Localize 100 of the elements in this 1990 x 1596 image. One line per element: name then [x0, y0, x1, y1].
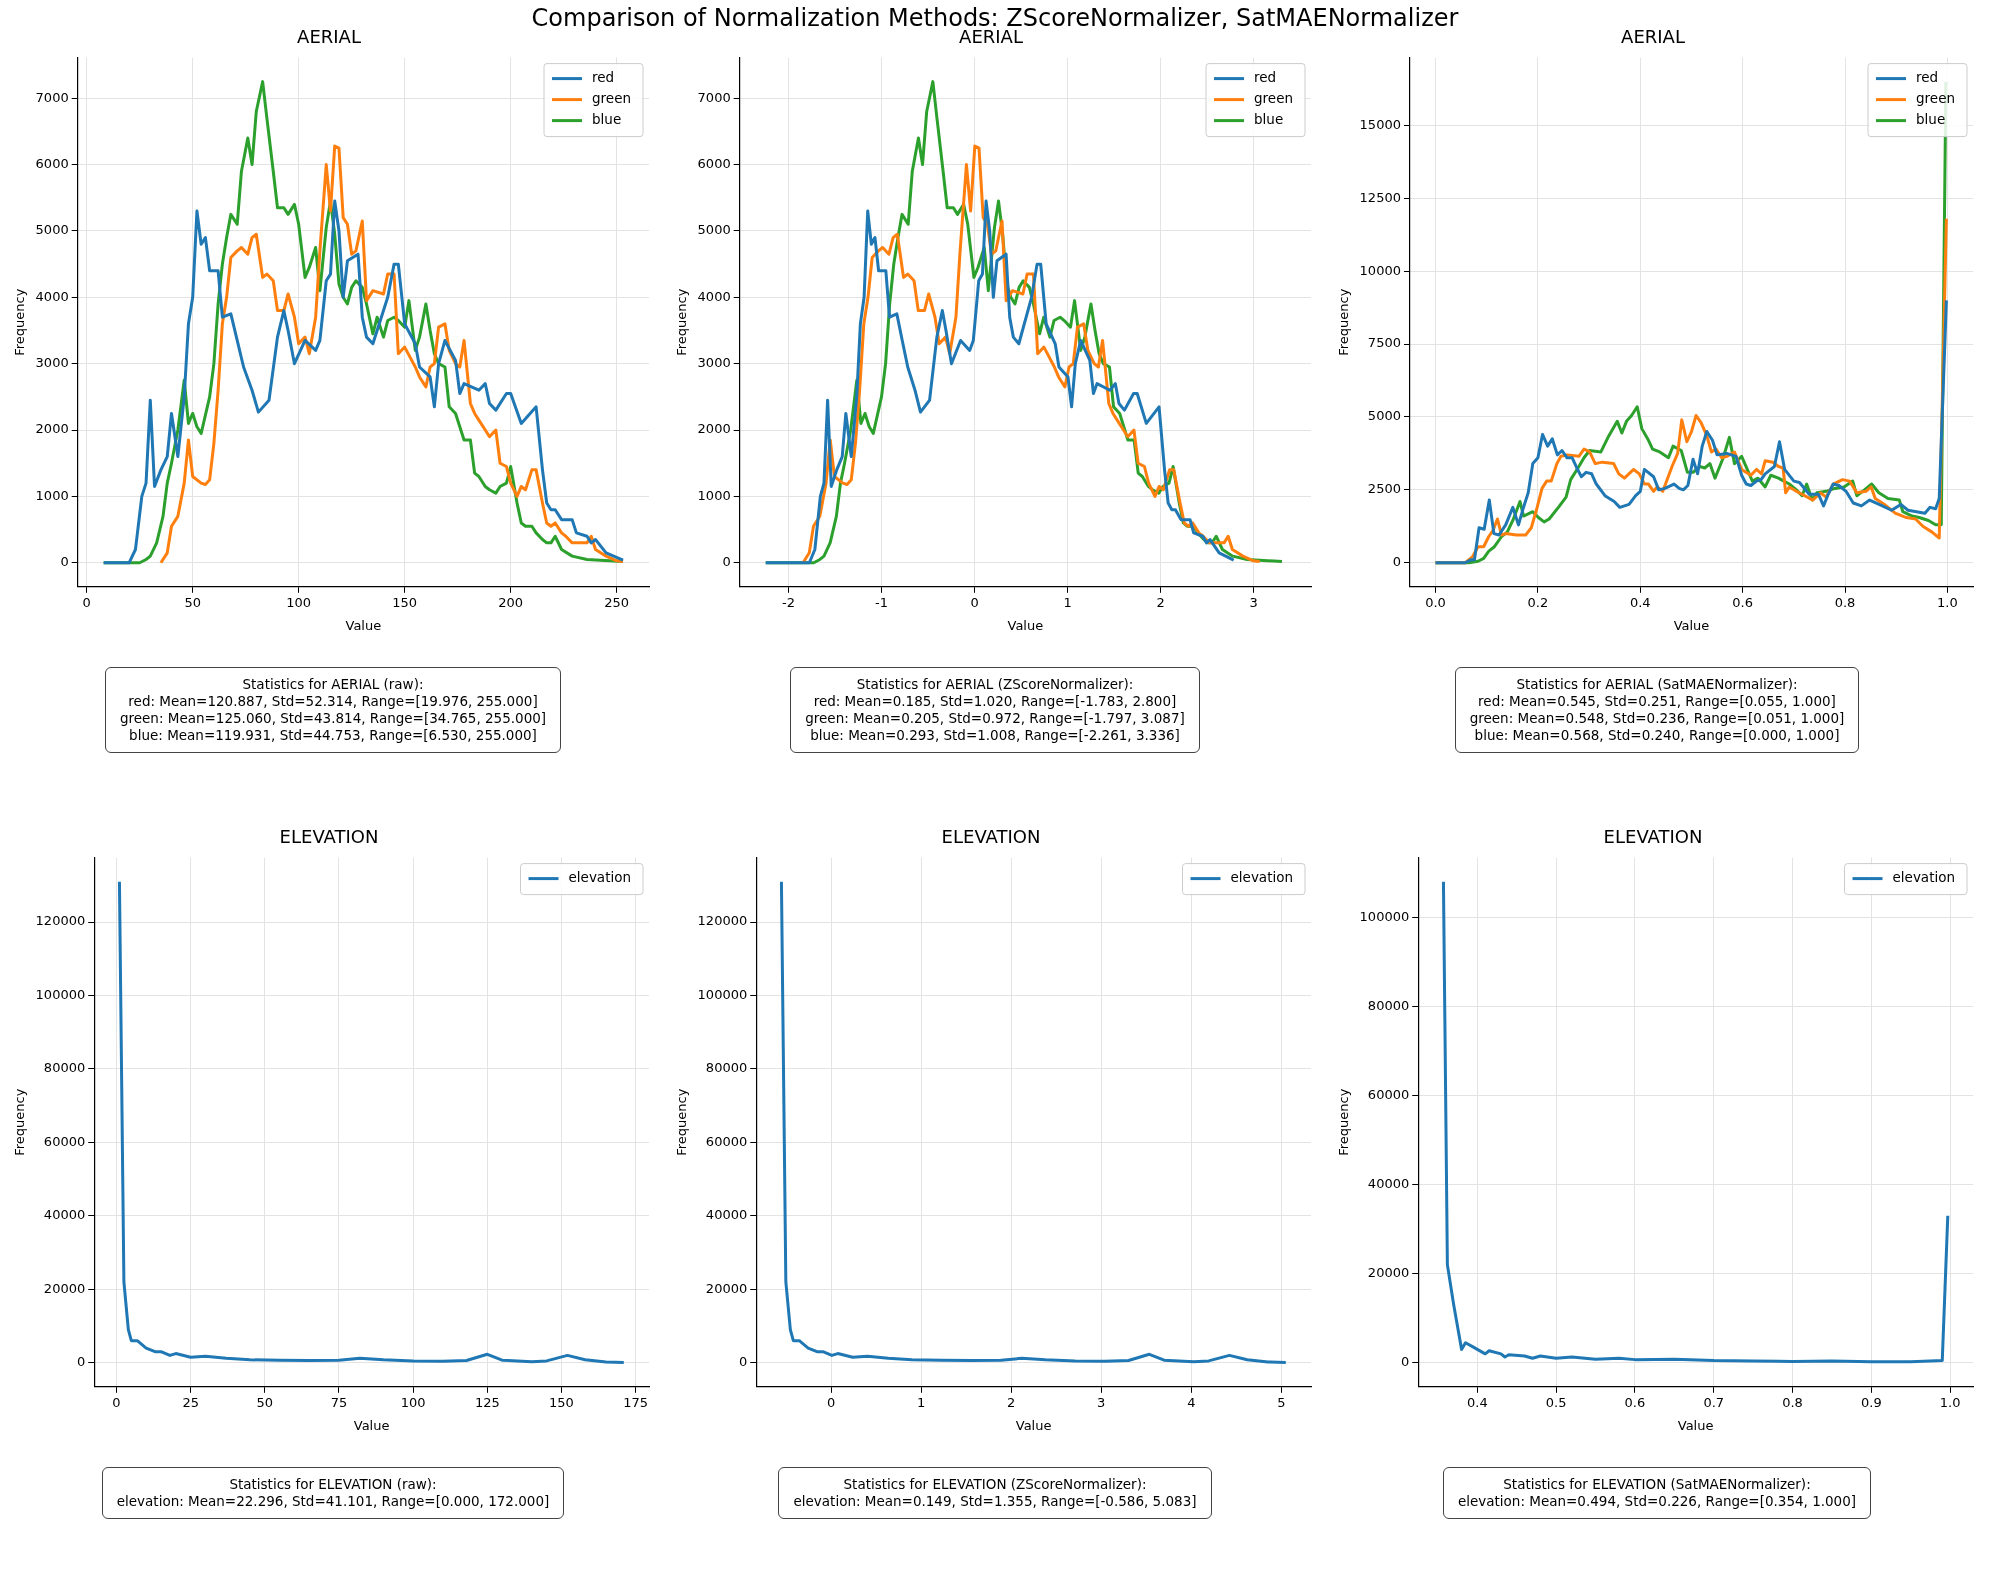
y-tick-label: 5000: [35, 222, 69, 238]
legend-label: green: [1916, 90, 1956, 107]
x-tick-label: 50: [256, 1394, 274, 1410]
x-tick-label: 50: [184, 594, 201, 610]
text: Statistics for ELEVATION (raw): elevation: Mean=22.296, Std=41.101, Range=[0.000, 172.000]: [101, 1467, 565, 1519]
y-axis-title: Frequency: [12, 288, 28, 356]
y-tick-label: 0: [738, 1354, 748, 1370]
y-tick-label: 80000: [1367, 997, 1410, 1013]
text: Statistics for ELEVATION (SatMAENormalizer): elevation: Mean=0.494, Std=0.226, Range=[0.354, 1.000]: [1442, 1467, 1872, 1519]
x-tick-label: 1.0: [1939, 1394, 1961, 1410]
y-tick-label: 6000: [697, 155, 731, 171]
x-axis-title: Value: [1677, 1417, 1714, 1433]
legend-label: elevation: [1230, 869, 1293, 886]
x-tick-label: 0.6: [1732, 594, 1754, 610]
y-tick-label: 5000: [697, 222, 731, 238]
x-tick-label: 125: [474, 1394, 500, 1410]
x-axis-title: Value: [1007, 617, 1044, 633]
legend-label: red: [1916, 69, 1939, 86]
x-tick-label: 1: [917, 1394, 926, 1410]
y-tick-label: 2000: [697, 421, 731, 437]
x-tick-label: 0.4: [1466, 1394, 1488, 1410]
y-tick-label: 80000: [705, 1060, 748, 1076]
y-tick-label: 40000: [1367, 1175, 1410, 1191]
legend-label: blue: [1254, 111, 1284, 128]
y-axis-title: Frequency: [674, 288, 690, 356]
y-axis-title: Frequency: [674, 1088, 690, 1156]
y-tick-label: 1000: [697, 487, 731, 503]
x-tick-label: 3: [1249, 594, 1258, 610]
y-tick-label: 20000: [705, 1280, 748, 1296]
y-tick-label: 20000: [43, 1280, 86, 1296]
x-tick-label: 0.9: [1861, 1394, 1882, 1410]
x-tick-label: 75: [330, 1394, 348, 1410]
legend-label: green: [1254, 90, 1294, 107]
x-axis-title: Value: [1015, 1417, 1052, 1433]
x-tick-label: 150: [392, 594, 418, 610]
x-tick-label: 200: [498, 594, 524, 610]
x-tick-label: 0.2: [1527, 594, 1549, 610]
chart-title: AERIAL: [297, 26, 361, 48]
legend-label: green: [592, 90, 632, 107]
y-tick-label: 0: [76, 1354, 86, 1370]
y-tick-label: 1000: [35, 487, 69, 503]
y-tick-label: 2000: [35, 421, 69, 437]
y-tick-label: 120000: [35, 913, 86, 929]
x-tick-label: 0.4: [1629, 594, 1651, 610]
x-tick-label: 4: [1187, 1394, 1196, 1410]
legend-label: red: [592, 69, 615, 86]
x-tick-label: 2: [1007, 1394, 1016, 1410]
y-axis-title: Frequency: [1336, 1088, 1352, 1156]
y-tick-label: 40000: [43, 1207, 86, 1223]
y-tick-label: 0: [1400, 1354, 1410, 1370]
x-tick-label: 175: [623, 1394, 649, 1410]
y-tick-label: 120000: [697, 913, 748, 929]
x-tick-label: 0.5: [1545, 1394, 1567, 1410]
x-tick-label: 0.8: [1834, 594, 1856, 610]
x-axis-title: Value: [353, 1417, 390, 1433]
text: Statistics for ELEVATION (ZScoreNormalizer): elevation: Mean=0.149, Std=1.355, Range=[-0.586, 5.083]: [778, 1467, 1212, 1519]
y-tick-label: 0: [60, 554, 69, 570]
legend-label: red: [1254, 69, 1277, 86]
legend-label: elevation: [1892, 869, 1955, 886]
y-axis-title: Frequency: [1336, 288, 1352, 356]
x-tick-label: -1: [875, 594, 888, 610]
x-tick-label: 100: [286, 594, 312, 610]
legend-label: blue: [592, 111, 622, 128]
y-tick-label: 3000: [697, 355, 731, 371]
y-tick-label: 12500: [1359, 189, 1401, 205]
x-tick-label: 100: [400, 1394, 426, 1410]
y-tick-label: 60000: [705, 1133, 748, 1149]
y-tick-label: 100000: [35, 986, 86, 1002]
y-tick-label: 4000: [35, 288, 69, 304]
y-tick-label: 60000: [43, 1133, 86, 1149]
y-tick-label: 10000: [1359, 262, 1401, 278]
y-tick-label: 15000: [1359, 116, 1401, 132]
y-tick-label: 6000: [35, 155, 69, 171]
y-tick-label: 0: [1392, 554, 1401, 570]
text: Statistics for AERIAL (SatMAENormalizer): red: Mean=0.545, Std=0.251, Range=[0.055, 1.000] green: Mean=0.548, Std=0.236, Range=[0.051, 1.000] blue: Mean=0.568, Std=0.240, Range=[0.000, 1.000]: [1454, 667, 1860, 753]
chart-title: ELEVATION: [1603, 826, 1703, 848]
y-tick-label: 40000: [705, 1207, 748, 1223]
x-tick-label: 0: [112, 1394, 121, 1410]
y-tick-label: 7500: [1367, 335, 1401, 351]
x-tick-label: 250: [604, 594, 630, 610]
legend-label: elevation: [568, 869, 631, 886]
x-tick-label: 0: [970, 594, 979, 610]
y-tick-label: 60000: [1367, 1086, 1410, 1102]
y-tick-label: 20000: [1367, 1265, 1410, 1281]
y-axis-title: Frequency: [12, 1088, 28, 1156]
chart-title: ELEVATION: [941, 826, 1041, 848]
x-tick-label: 0.7: [1703, 1394, 1725, 1410]
chart-title: ELEVATION: [279, 826, 379, 848]
x-tick-label: 150: [549, 1394, 574, 1410]
chart-title: AERIAL: [1621, 26, 1685, 48]
x-tick-label: 25: [182, 1394, 199, 1410]
y-tick-label: 4000: [697, 288, 731, 304]
x-tick-label: 5: [1277, 1394, 1286, 1410]
y-tick-label: 80000: [43, 1060, 86, 1076]
text: Statistics for AERIAL (ZScoreNormalizer): red: Mean=0.185, Std=1.020, Range=[-1.783, 2.800] green: Mean=0.205, Std=0.972, Range=[-1.797, 3.087] blue: Mean=0.293, Std=1.008, Range=[-2.261, 3.336]: [790, 667, 1200, 753]
x-tick-label: 1.0: [1937, 594, 1958, 610]
x-tick-label: 0.8: [1782, 1394, 1803, 1410]
y-tick-label: 3000: [35, 355, 69, 371]
y-tick-label: 100000: [697, 986, 748, 1002]
x-tick-label: 0.0: [1425, 594, 1446, 610]
